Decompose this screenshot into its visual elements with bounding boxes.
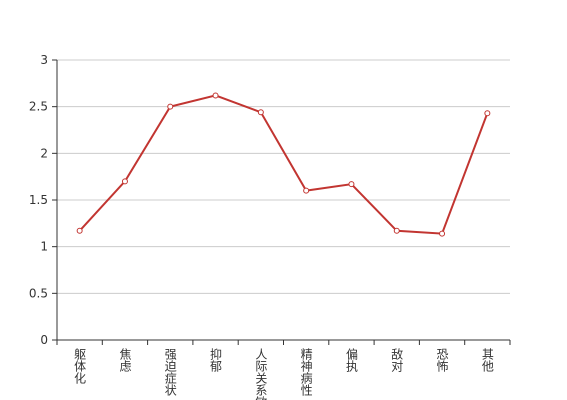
point <box>212 92 219 99</box>
y-tick-label: 1.5 <box>29 193 48 207</box>
y-tick-label: 1 <box>40 240 48 254</box>
x-tick-label: 精神病性 <box>299 348 313 397</box>
point <box>76 227 83 234</box>
y-tick-label: 2 <box>40 146 48 160</box>
point <box>257 109 264 116</box>
line <box>78 94 489 235</box>
y-tick-label: 3 <box>40 53 48 67</box>
point <box>484 110 491 117</box>
x-tick-label: 抑郁 <box>209 347 223 373</box>
point <box>167 103 174 110</box>
point <box>121 178 128 185</box>
x-tick-label: 人际关系敏感 <box>254 348 268 400</box>
x-tick-label: 其他 <box>480 348 494 372</box>
x-tick-label: 焦虑 <box>118 348 132 372</box>
x-tick-label: 强迫症状 <box>163 348 177 396</box>
point <box>348 181 355 188</box>
y-tick-label: 2.5 <box>29 100 48 114</box>
point <box>303 187 310 194</box>
point <box>393 227 400 234</box>
x-tick-label: 恐怖 <box>435 348 449 372</box>
point <box>439 230 446 237</box>
y-tick-label: 0 <box>40 333 48 347</box>
x-tick-label: 敌对 <box>390 347 404 372</box>
y-tick-label: 0.5 <box>29 286 48 300</box>
x-tick-label: 偏执 <box>344 347 358 373</box>
x-tick-label: 躯体化 <box>73 347 87 385</box>
